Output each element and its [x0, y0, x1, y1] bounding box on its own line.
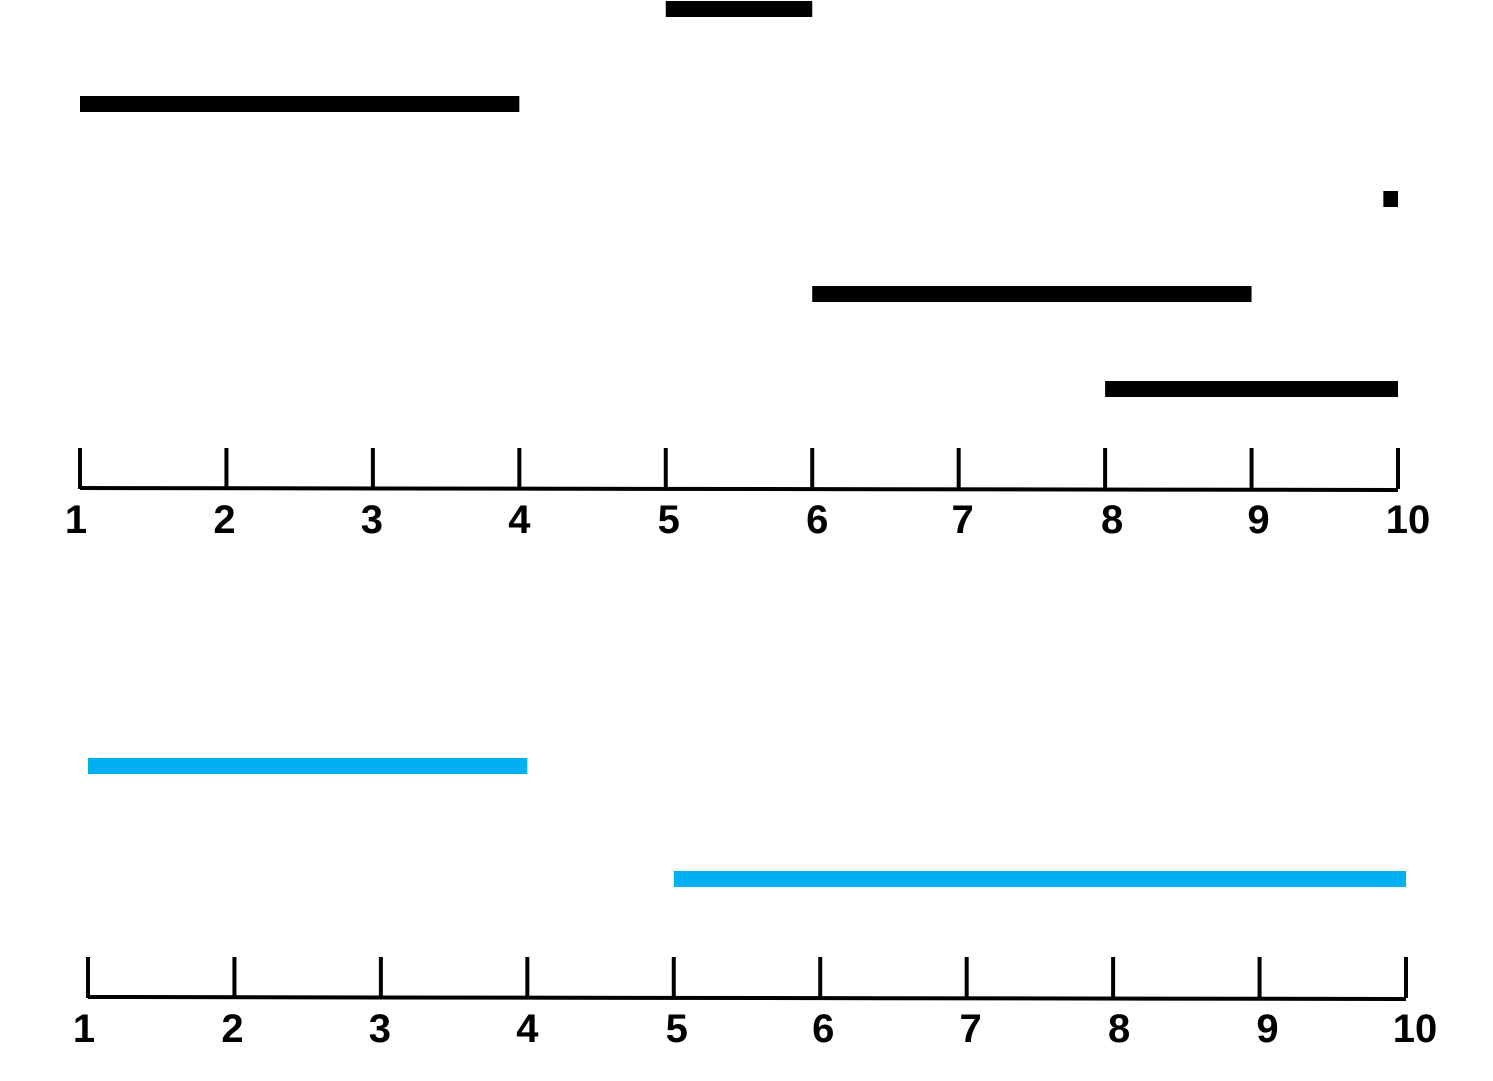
- tick-label: 6: [806, 498, 828, 542]
- interval-bar: [1383, 191, 1398, 207]
- tick-label: 9: [1256, 1007, 1278, 1051]
- axis-line: [79, 486, 1399, 492]
- tick-label: 8: [1108, 1007, 1130, 1051]
- tick-label: 1: [73, 1007, 95, 1051]
- tick-label: 7: [952, 498, 974, 542]
- tick-label: 5: [666, 1007, 688, 1051]
- tick-label: 7: [960, 1007, 982, 1051]
- tick-label: 3: [369, 1007, 391, 1051]
- input-intervals-panel: 1 2 3 4 5 6 7 8 9 10: [65, 1, 1430, 542]
- interval-bar: [673, 871, 1406, 887]
- interval-bar: [812, 286, 1252, 302]
- interval-bar: [88, 758, 528, 774]
- tick-label: 4: [508, 498, 531, 542]
- interval-bar: [1105, 381, 1398, 397]
- tick-label: 2: [213, 498, 235, 542]
- tick-label: 1: [65, 498, 87, 542]
- interval-bar: [665, 1, 813, 17]
- tick-label: 2: [221, 1007, 243, 1051]
- tick-label: 9: [1247, 498, 1269, 542]
- tick-label: 6: [812, 1007, 834, 1051]
- interval-bar: [80, 96, 520, 112]
- tick-label: 4: [516, 1007, 539, 1051]
- tick-label: 10: [1393, 1007, 1438, 1051]
- tick-label: 5: [658, 498, 680, 542]
- axis-line: [87, 995, 1407, 1001]
- tick-label: 8: [1101, 498, 1123, 542]
- tick-label: 3: [361, 498, 383, 542]
- merged-intervals-panel: 1 2 3 4 5 6 7 8 9 10: [73, 758, 1437, 1051]
- tick-label: 10: [1386, 498, 1431, 542]
